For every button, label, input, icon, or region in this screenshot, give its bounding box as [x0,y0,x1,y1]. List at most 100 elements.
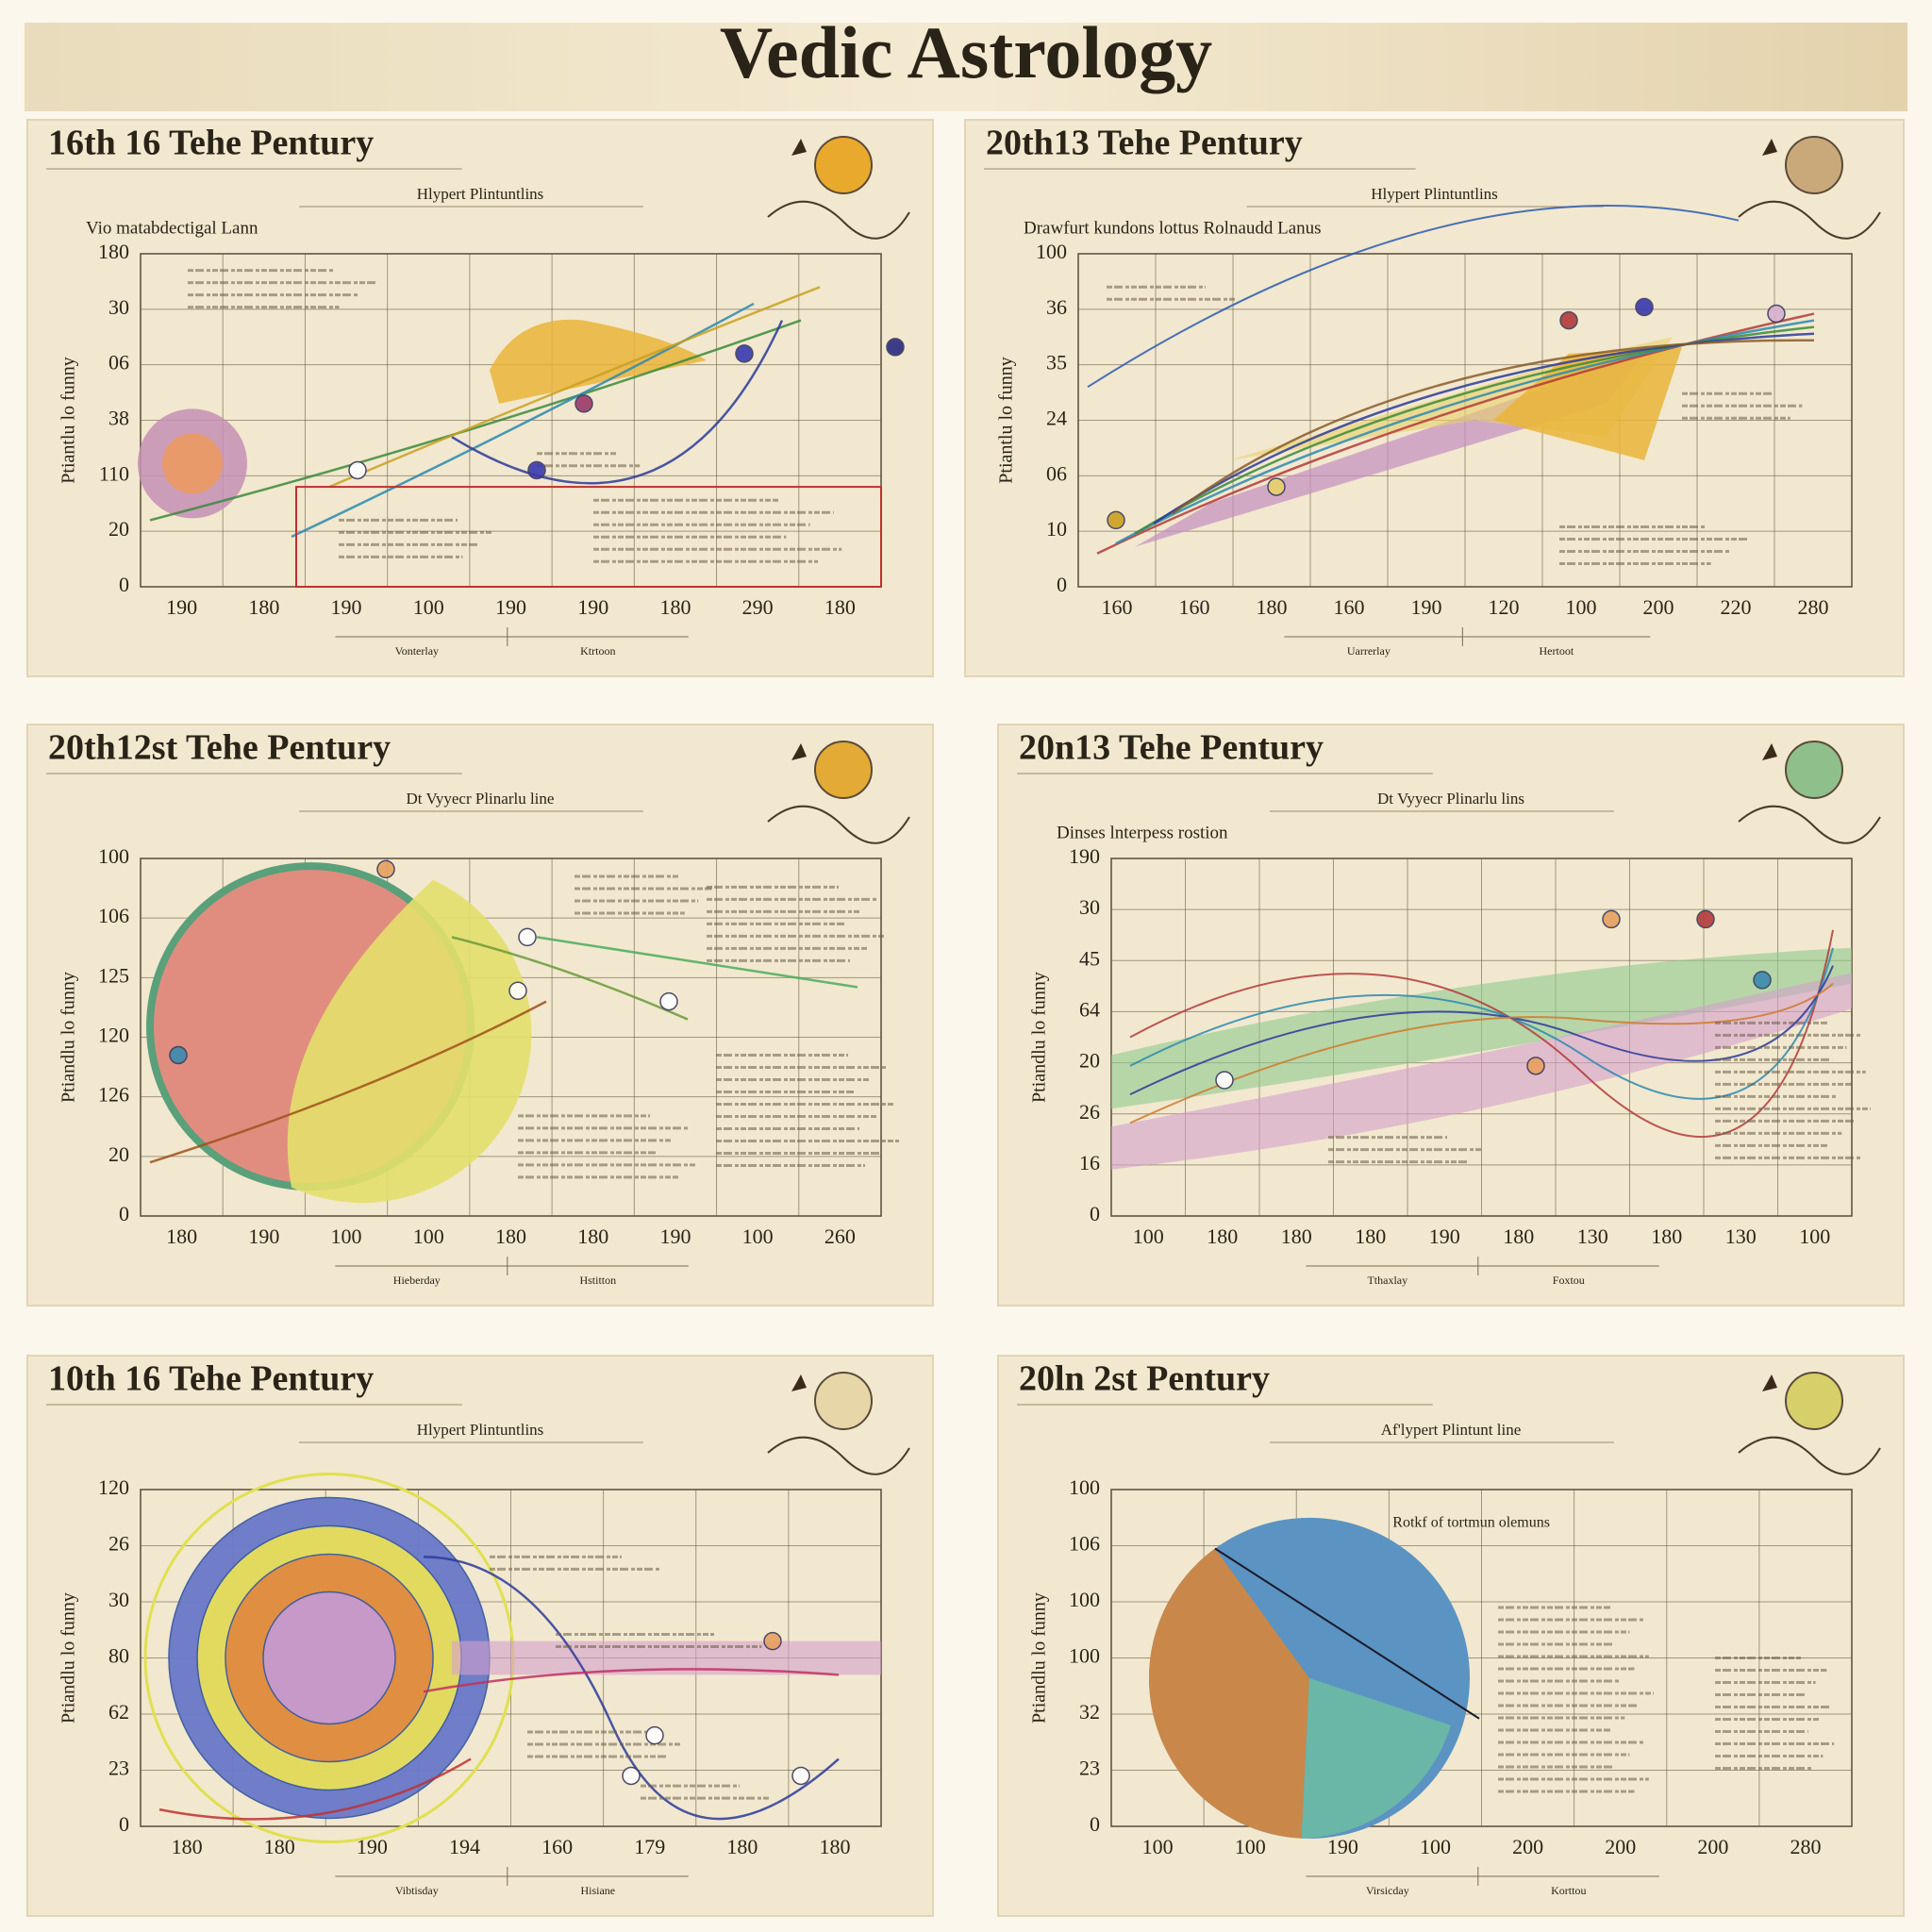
emblem [1785,136,1843,194]
node [645,1725,664,1745]
y-tick-label: 100 [1069,1644,1100,1668]
y-tick-label: 23 [108,1757,129,1780]
y-tick-label: 100 [98,844,129,868]
x-tick-label: 120 [1489,595,1520,619]
curve [328,286,821,489]
ornament [1762,743,1777,760]
panel: 16th 16 Tehe Pentury Hlypert Plintuntlins… [26,119,934,677]
x-tick-label: 180 [1207,1224,1238,1248]
y-axis-label: Ptiandlu lo funny [1029,1592,1050,1724]
node [527,460,546,480]
blob [490,319,707,404]
curve [1172,339,1815,515]
x-tick-label: 180 [819,1835,850,1858]
x-tick-label: 180 [1651,1224,1682,1248]
x-tick-label: 190 [1411,595,1442,619]
band [1111,973,1852,1170]
x-axis-label: Foxtou [1553,1274,1585,1287]
x-tick-label: 190 [331,595,362,619]
pie-edge [1214,1547,1480,1720]
x-axis-label: Vibtisday [395,1884,439,1897]
y-tick-label: 26 [1079,1100,1100,1124]
panel-title: 20ln 2st Pentury [1019,1359,1270,1399]
panel-caption: Vio matabdectigal Lann [86,218,258,238]
x-tick-label: 160 [1102,595,1133,619]
x-axis-label: Hstitton [579,1274,616,1287]
y-tick-label: 10 [1046,517,1067,541]
panel-bg [26,119,934,677]
x-tick-label: 190 [166,595,197,619]
node [1753,971,1772,990]
node [791,1766,810,1786]
panel: 20n13 Tehe Pentury Dt Vyyecr Plinarlu lin… [997,724,1905,1307]
decoration [146,859,899,1204]
node [1696,909,1715,929]
node [1215,1071,1234,1090]
x-tick-label: 200 [1605,1835,1636,1858]
y-tick-label: 0 [119,573,129,596]
x-tick-label: 100 [1566,595,1597,619]
x-axis-label: Hisiane [580,1884,615,1897]
node [886,338,905,357]
x-tick-label: 180 [495,1224,526,1248]
panel: 10th 16 Tehe Pentury Hlypert Plintuntlins… [26,1355,934,1917]
curve [423,1668,840,1693]
panel-title: 20th13 Tehe Pentury [986,124,1303,163]
node [1267,477,1286,496]
y-tick-label: 35 [1046,351,1067,375]
panel: 20th12st Tehe Pentury Dt Vyyecr Plinarlu … [26,724,934,1307]
ornament [791,1374,807,1391]
panel-subtitle: Hlypert Plintuntlins [417,185,544,203]
ornament [767,1436,910,1475]
x-axis-label: Hertoot [1540,644,1574,658]
y-tick-label: 06 [1046,461,1067,485]
x-tick-label: 190 [495,595,526,619]
node [763,1631,782,1651]
node [169,1045,188,1065]
y-tick-label: 110 [99,461,129,485]
curve [1129,929,1834,1139]
y-tick-label: 62 [108,1700,129,1724]
panel-caption: Dinses lnterpess rostion [1057,823,1228,842]
pie-slice [1148,1548,1309,1839]
x-tick-label: 100 [331,1224,362,1248]
x-tick-label: 100 [413,1224,444,1248]
node [1767,304,1786,324]
box [295,486,882,588]
y-tick-label: 36 [1046,295,1067,319]
emblem [814,136,873,194]
y-axis-label: Ptiandlu lo funny [58,1592,79,1724]
y-tick-label: 0 [119,1812,129,1836]
panel-bg [964,119,1905,677]
node [518,927,537,947]
y-tick-label: 23 [1079,1757,1100,1780]
x-axis-label: Hieberday [393,1274,441,1287]
x-tick-label: 160 [541,1835,573,1858]
y-tick-label: 20 [1079,1049,1100,1073]
node [348,460,367,480]
ornament [1762,139,1777,156]
emblem [814,741,873,799]
ornament [1762,1374,1777,1391]
decoration [1148,1517,1835,1839]
annotation: Rotkf of tortmun olemuns [1392,1514,1550,1530]
decoration [138,269,905,588]
x-tick-label: 180 [659,595,691,619]
x-tick-label: 190 [659,1224,691,1248]
decoration [1087,205,1815,565]
node [1635,297,1654,317]
panel-title: 10th 16 Tehe Pentury [48,1359,374,1399]
x-tick-label: 130 [1577,1224,1608,1248]
x-tick-label: 260 [824,1224,856,1248]
curve [423,1556,840,1821]
header-band [25,23,1907,111]
decoration [1111,909,1871,1170]
y-tick-label: 30 [1079,895,1100,919]
y-tick-label: 100 [1069,1588,1100,1611]
pie-slice [1301,1677,1451,1839]
y-tick-label: 120 [98,1475,129,1499]
x-axis-label: Uarrerlay [1347,644,1391,658]
panel-title: 20n13 Tehe Pentury [1019,728,1324,768]
x-tick-label: 280 [1798,595,1829,619]
